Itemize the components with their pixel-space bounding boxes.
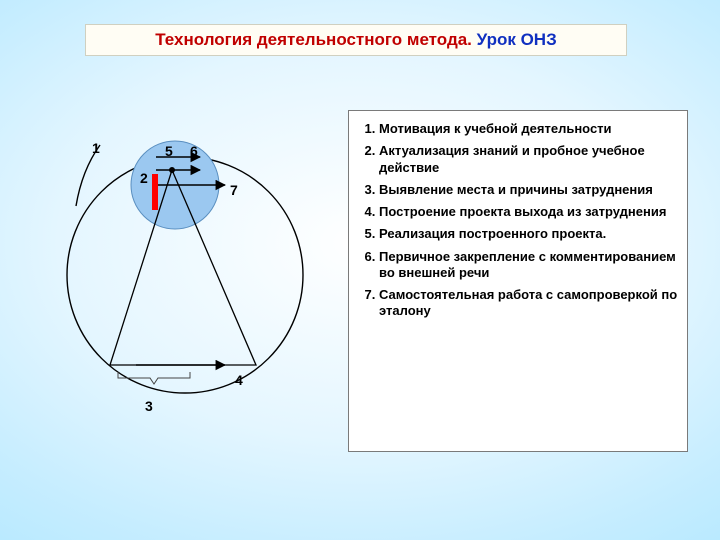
diagram-label: 1 [92,140,100,156]
title-box: Технология деятельностного метода. Урок … [85,24,627,56]
bracket [118,372,190,384]
diagram-label: 2 [140,170,148,186]
title-part-b: Урок ОНЗ [472,30,557,49]
diagram-area: 1 2 3 4 5 6 7 [40,110,340,430]
slide-root: Технология деятельностного метода. Урок … [0,0,720,540]
title-part-a: Технология деятельностного метода. [155,30,472,49]
step-item: Актуализация знаний и пробное учебное де… [379,143,679,176]
diagram-label: 5 [165,143,173,159]
steps-box: Мотивация к учебной деятельности Актуализ… [348,110,688,452]
red-bar [152,174,158,210]
diagram-label: 4 [235,372,243,388]
step-item: Построение проекта выхода из затруднения [379,204,679,220]
diagram-label: 3 [145,398,153,414]
diagram-label: 6 [190,143,198,159]
diagram-label: 7 [230,182,238,198]
step-item: Самостоятельная работа с самопроверкой п… [379,287,679,320]
step-item: Первичное закрепление с комментированием… [379,249,679,282]
step-item: Выявление места и причины затруднения [379,182,679,198]
step-item: Реализация построенного проекта. [379,226,679,242]
steps-list: Мотивация к учебной деятельности Актуализ… [349,121,679,320]
step-item: Мотивация к учебной деятельности [379,121,679,137]
